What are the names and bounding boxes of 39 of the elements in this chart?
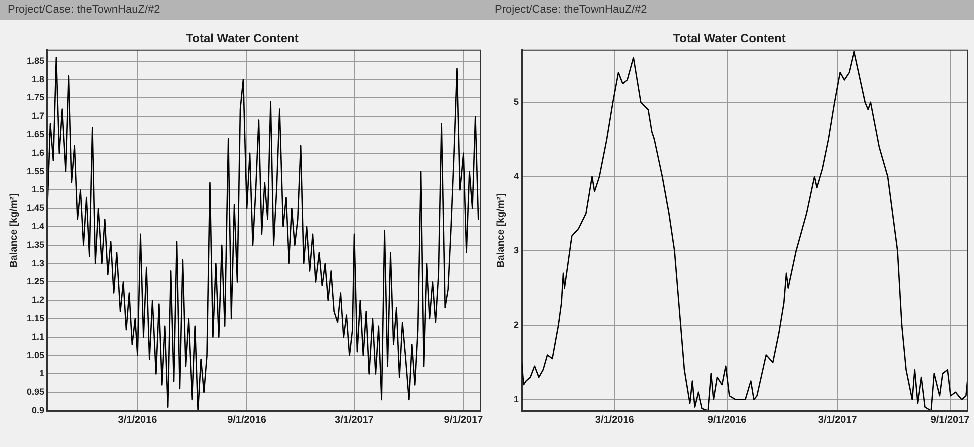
y-tick-label: 1.3 bbox=[32, 258, 45, 268]
y-tick-label: 1.8 bbox=[32, 74, 45, 84]
x-tick-label: 9/1/2016 bbox=[228, 414, 267, 426]
x-tick-label: 9/1/2017 bbox=[930, 414, 970, 426]
y-tick-label: 1.75 bbox=[26, 92, 45, 103]
y-tick-label: 2 bbox=[514, 320, 520, 330]
chart-subtitle: Project/Case: theTownHauZ/#2 bbox=[0, 0, 487, 20]
y-tick-label: 1.6 bbox=[32, 148, 45, 158]
y-tick-label: 1.65 bbox=[26, 130, 45, 140]
y-tick-label: 1.05 bbox=[26, 350, 45, 360]
y-tick-label: 1.7 bbox=[32, 111, 45, 122]
x-tick-label: 3/1/2016 bbox=[118, 414, 158, 426]
y-tick-label: 1.15 bbox=[26, 313, 45, 324]
y-tick-label: 1.1 bbox=[32, 332, 45, 342]
y-tick-label: 0.95 bbox=[26, 387, 45, 398]
x-tick-label: 9/1/2017 bbox=[444, 414, 484, 426]
y-tick-label: 1.5 bbox=[32, 184, 45, 195]
y-tick-label: 1.55 bbox=[26, 166, 45, 176]
y-tick-label: 0.9 bbox=[32, 405, 45, 416]
x-tick-label: 3/1/2016 bbox=[595, 414, 635, 426]
y-tick-label: 4 bbox=[514, 171, 520, 182]
y-tick-label: 5 bbox=[514, 96, 520, 107]
y-tick-label: 1.2 bbox=[32, 295, 45, 306]
x-tick-label: 3/1/2017 bbox=[335, 414, 374, 426]
chart-title: Total Water Content bbox=[186, 32, 299, 46]
y-tick-label: 1.85 bbox=[26, 56, 45, 66]
y-tick-label: 1.35 bbox=[26, 240, 45, 250]
y-axis-title: Balance [kg/m²] bbox=[496, 193, 507, 268]
y-tick-label: 1 bbox=[40, 368, 45, 379]
y-tick-label: 1 bbox=[514, 394, 520, 404]
chart-title: Total Water Content bbox=[673, 32, 786, 46]
x-tick-label: 9/1/2016 bbox=[708, 414, 748, 426]
x-tick-label: 3/1/2017 bbox=[818, 414, 858, 426]
y-tick-label: 1.45 bbox=[26, 203, 45, 214]
y-tick-label: 1.25 bbox=[26, 276, 45, 287]
chart-subtitle: Project/Case: theTownHauZ/#2 bbox=[487, 0, 974, 20]
y-tick-label: 1.4 bbox=[32, 222, 45, 232]
y-tick-label: 3 bbox=[514, 246, 520, 256]
y-axis-title: Balance [kg/m²] bbox=[8, 193, 20, 268]
